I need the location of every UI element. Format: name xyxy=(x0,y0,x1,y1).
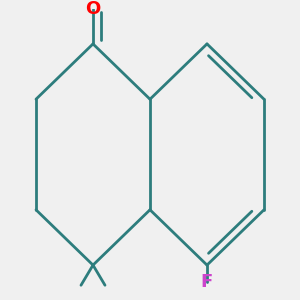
Text: O: O xyxy=(85,0,100,18)
Text: F: F xyxy=(201,273,213,291)
